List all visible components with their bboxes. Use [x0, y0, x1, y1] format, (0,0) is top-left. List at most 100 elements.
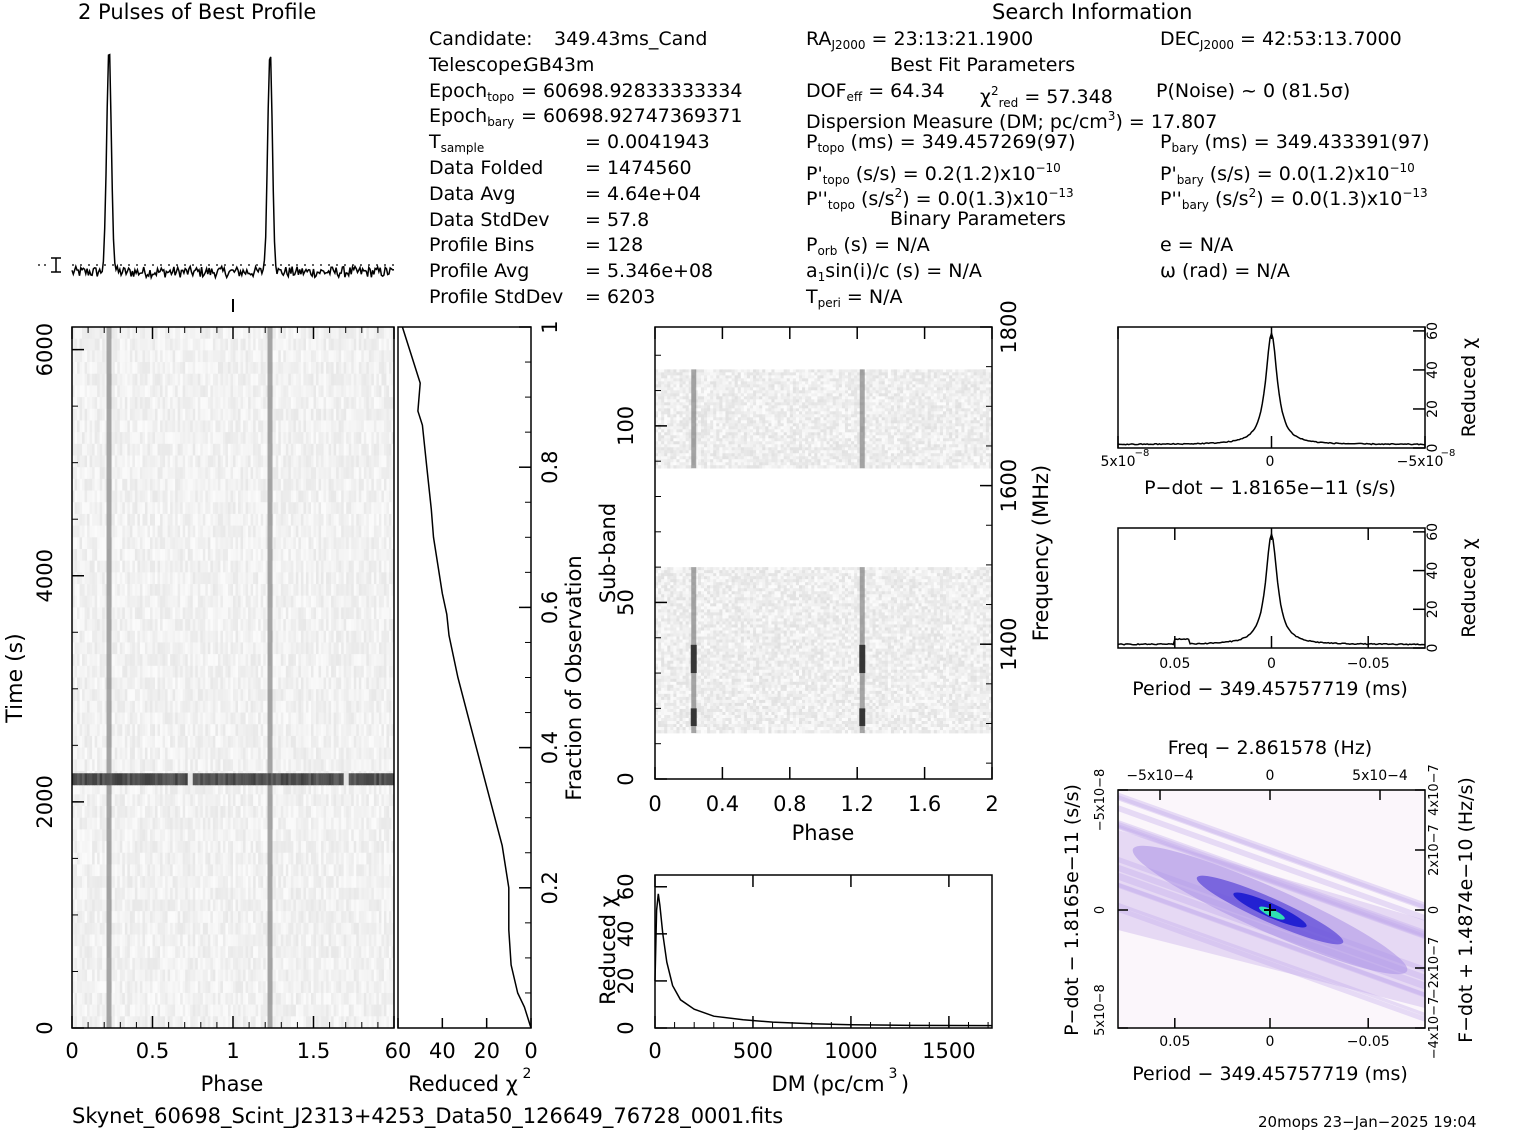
heatmap-cell: [220, 689, 224, 702]
heatmap-cell: [177, 478, 181, 491]
heatmap-cell: [298, 584, 302, 597]
heatmap-cell: [353, 420, 357, 433]
heatmap-cell: [104, 619, 108, 632]
heatmap-cell: [255, 478, 259, 491]
heatmap-cell: [97, 502, 100, 515]
heatmap-cell: [326, 642, 329, 655]
heatmap-cell: [341, 642, 344, 655]
heatmap-cell: [316, 654, 319, 667]
heatmap-cell: [192, 397, 196, 410]
heatmap-cell: [248, 654, 251, 667]
heatmap-cell: [346, 595, 350, 608]
heatmap-cell: [77, 537, 80, 550]
heatmap-cell: [190, 689, 194, 702]
heatmap-cell: [343, 432, 347, 445]
heatmap-cell: [310, 408, 314, 421]
heatmap-cell: [222, 350, 226, 363]
heatmap-cell: [82, 560, 85, 573]
heatmap-cell: [383, 513, 387, 526]
heatmap-cell: [124, 689, 128, 702]
heatmap-cell: [197, 584, 201, 597]
heatmap-cell: [356, 630, 360, 643]
heatmap-cell: [192, 548, 196, 561]
heatmap-cell: [72, 397, 75, 410]
heatmap-cell: [381, 759, 385, 772]
heatmap-cell: [346, 420, 350, 433]
heatmap-cell: [74, 689, 78, 702]
heatmap-cell: [195, 747, 199, 760]
heatmap-cell: [285, 630, 289, 643]
heatmap-cell: [222, 700, 226, 713]
heatmap-cell: [162, 502, 166, 515]
heatmap-cell: [94, 759, 98, 772]
heatmap-cell: [358, 478, 362, 491]
heatmap-cell: [326, 338, 329, 351]
heatmap-cell: [336, 584, 339, 597]
heatmap-cell: [328, 724, 332, 737]
heatmap-cell: [192, 513, 196, 526]
heatmap-cell: [290, 490, 294, 503]
heatmap-cell: [348, 432, 352, 445]
heatmap-cell: [386, 700, 390, 713]
heatmap-cell: [250, 338, 254, 351]
heatmap-cell: [77, 665, 80, 678]
heatmap-cell: [323, 712, 327, 725]
heatmap-cell: [321, 607, 324, 620]
heatmap-cell: [316, 408, 319, 421]
heatmap-cell: [353, 455, 357, 468]
heatmap-cell: [243, 397, 246, 410]
heatmap-cell: [321, 584, 324, 597]
heatmap-cell: [258, 735, 261, 748]
heatmap-cell: [248, 689, 251, 702]
heatmap-cell: [119, 432, 123, 445]
heatmap-cell: [341, 338, 344, 351]
heatmap-cell: [94, 607, 98, 620]
heatmap-cell: [139, 584, 143, 597]
heatmap-cell: [391, 712, 395, 725]
heatmap-cell: [233, 525, 236, 538]
heatmap-cell: [265, 572, 269, 585]
heatmap-cell: [202, 619, 206, 632]
heatmap-cell: [245, 665, 249, 678]
heatmap-cell: [250, 759, 254, 772]
heatmap-cell: [310, 619, 314, 632]
heatmap-cell: [238, 642, 241, 655]
heatmap-cell: [243, 665, 246, 678]
heatmap-cell: [195, 373, 199, 386]
heatmap-cell: [273, 548, 277, 561]
heatmap-cell: [378, 338, 382, 351]
heatmap-cell: [192, 759, 196, 772]
heatmap-cell: [139, 642, 143, 655]
heatmap-cell: [129, 572, 133, 585]
heatmap-cell: [187, 478, 191, 491]
heatmap-cell: [238, 665, 241, 678]
heatmap-cell: [331, 373, 334, 386]
heatmap-cell: [263, 362, 267, 375]
heatmap-cell: [280, 689, 284, 702]
heatmap-cell: [356, 537, 360, 550]
heatmap-cell: [258, 478, 261, 491]
heatmap-cell: [356, 759, 360, 772]
heatmap-cell: [283, 689, 287, 702]
heatmap-cell: [383, 607, 387, 620]
heatmap-cell: [351, 513, 355, 526]
heatmap-cell: [79, 338, 83, 351]
heatmap-cell: [290, 525, 294, 538]
heatmap-cell: [366, 654, 370, 667]
heatmap-cell: [217, 443, 221, 456]
heatmap-cell: [147, 373, 151, 386]
heatmap-cell: [122, 759, 126, 772]
heatmap-cell: [388, 654, 392, 667]
heatmap-cell: [328, 700, 332, 713]
heatmap-cell: [197, 362, 201, 375]
heatmap-cell: [192, 689, 196, 702]
heatmap-cell: [210, 642, 214, 655]
heatmap-cell: [142, 700, 146, 713]
heatmap-cell: [285, 572, 289, 585]
heatmap-cell: [77, 478, 80, 491]
heatmap-cell: [175, 677, 178, 690]
heatmap-cell: [255, 689, 259, 702]
heatmap-cell: [210, 513, 214, 526]
heatmap-cell: [117, 373, 121, 386]
heatmap-cell: [114, 595, 118, 608]
